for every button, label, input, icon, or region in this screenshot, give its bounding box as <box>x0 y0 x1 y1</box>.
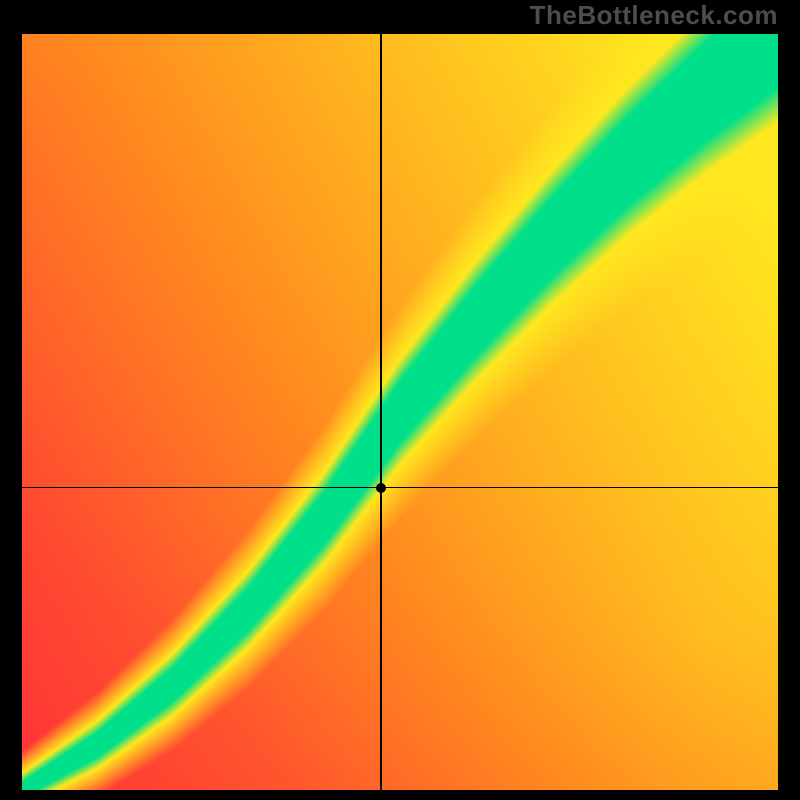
crosshair-vertical <box>380 34 382 790</box>
heatmap-canvas <box>22 34 778 790</box>
watermark-text: TheBottleneck.com <box>530 0 778 31</box>
crosshair-horizontal <box>22 487 778 489</box>
chart-frame: TheBottleneck.com <box>0 0 800 800</box>
crosshair-marker <box>376 483 386 493</box>
